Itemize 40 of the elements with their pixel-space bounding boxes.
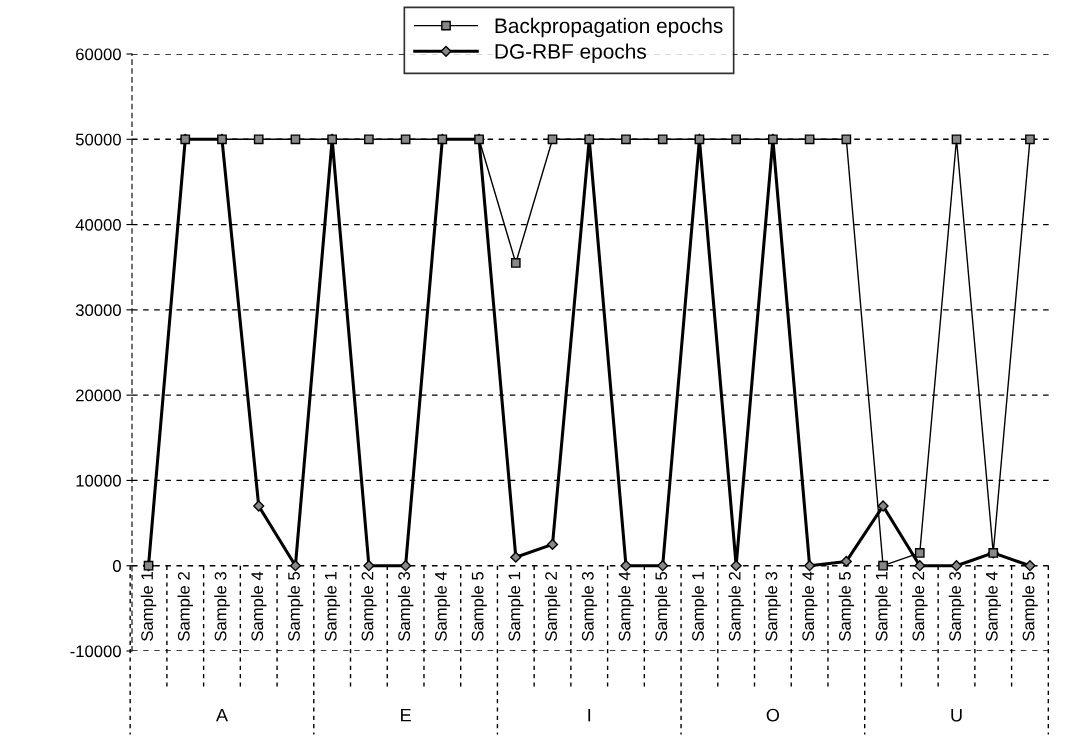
text: U bbox=[951, 708, 962, 722]
x-tick-label: Sample 5 bbox=[471, 571, 487, 641]
x-tick-label: Sample 3 bbox=[214, 572, 230, 641]
x-tick-label: Sample 1 bbox=[140, 572, 157, 641]
x-tick-label: Sample 3 bbox=[948, 572, 965, 641]
y-tick-label: 10000 bbox=[76, 474, 121, 487]
x-tick-label: Sample 2 bbox=[912, 572, 928, 641]
legend-label: Backpropagation epochs bbox=[495, 17, 723, 38]
x-tick-label: Sample 5 bbox=[654, 571, 671, 641]
x-tick-label: Sample 2 bbox=[544, 572, 561, 641]
x-tick-label: Sample 2 bbox=[728, 572, 744, 641]
y-tick-label: 20000 bbox=[76, 389, 121, 402]
x-tick-label: Sample 2 bbox=[177, 572, 194, 641]
x-tick-label: Sample 4 bbox=[985, 571, 1002, 641]
x-tick-label: Sample 5 bbox=[1022, 571, 1038, 641]
legend-label: DG-RBF epochs bbox=[495, 43, 646, 63]
x-tick-label: Sample 1 bbox=[875, 572, 891, 641]
y-tick-label: 60000 bbox=[76, 48, 121, 61]
x-tick-label: Sample 5 bbox=[287, 571, 304, 641]
text: A bbox=[215, 708, 228, 722]
y-tick-label: 50000 bbox=[75, 133, 121, 146]
x-tick-label: Sample 1 bbox=[324, 572, 340, 641]
x-tick-label: Sample 4 bbox=[250, 571, 267, 641]
x-tick-label: Sample 1 bbox=[691, 572, 708, 641]
x-tick-label: Sample 4 bbox=[618, 571, 634, 641]
x-tick-label: Sample 3 bbox=[397, 572, 414, 641]
y-tick-label: 30000 bbox=[75, 304, 121, 317]
x-tick-label: Sample 1 bbox=[508, 572, 524, 641]
x-tick-label: Sample 5 bbox=[838, 571, 855, 641]
y-tick-label: 0 bbox=[112, 560, 121, 572]
text: E bbox=[401, 708, 411, 722]
y-tick-label: -10000 bbox=[70, 645, 121, 658]
x-tick-label: Sample 4 bbox=[801, 571, 818, 641]
text: O bbox=[766, 708, 780, 722]
x-tick-label: Sample 3 bbox=[581, 572, 598, 641]
x-tick-label: Sample 4 bbox=[434, 571, 451, 641]
text: I bbox=[588, 708, 591, 722]
y-tick-label: 40000 bbox=[75, 218, 121, 231]
x-tick-label: Sample 2 bbox=[361, 572, 377, 641]
x-tick-label: Sample 3 bbox=[765, 572, 781, 641]
